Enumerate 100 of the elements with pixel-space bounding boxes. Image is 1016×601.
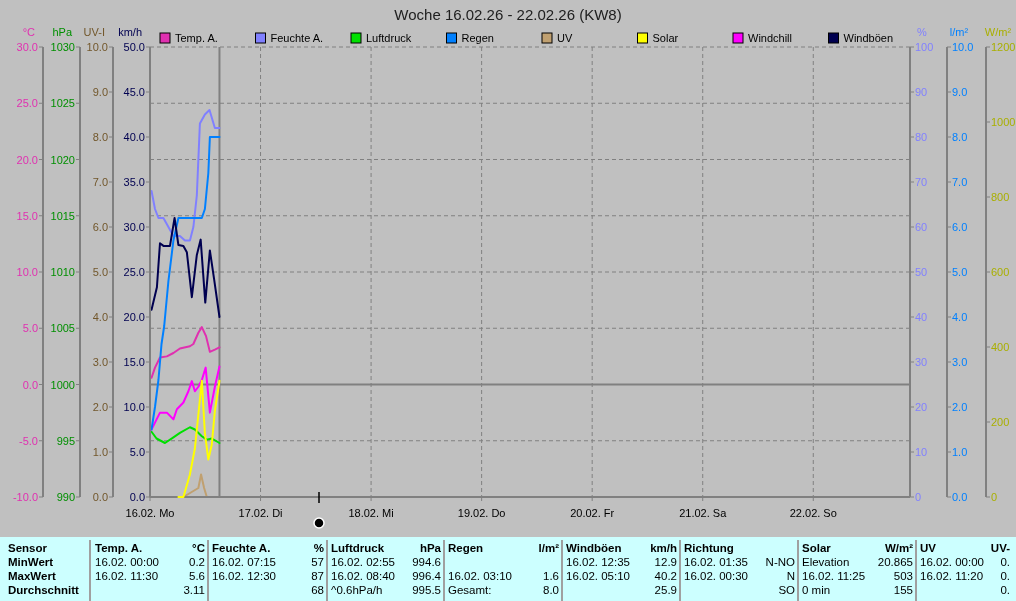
y2-tick-label: 60 bbox=[915, 221, 928, 233]
y2-tick-label: 80 bbox=[915, 131, 928, 143]
text: UV UV- 16.02. 00:00 0. 16.02. 11:20 0. 0. bbox=[920, 542, 1010, 596]
y-tick-label: 30.0 bbox=[16, 41, 38, 53]
y-tick-label: 45.0 bbox=[123, 86, 145, 98]
y3-tick-label: 4.0 bbox=[952, 311, 968, 323]
legend-label: Temp. A. bbox=[175, 32, 218, 44]
line-series bbox=[150, 217, 221, 318]
y3-axis-title: UV-I bbox=[83, 26, 105, 38]
y3-tick-label: 5.0 bbox=[92, 266, 108, 278]
y3-tick-label: 1.0 bbox=[952, 446, 968, 458]
y-tick-label: 200 bbox=[991, 416, 1010, 428]
y2-tick-label: 70 bbox=[915, 176, 928, 188]
y3-tick-label: 4.0 bbox=[92, 311, 108, 323]
y2-tick-label: 100 bbox=[915, 41, 934, 53]
y-tick-label: 15.0 bbox=[16, 209, 38, 222]
y3-tick-label: 6.0 bbox=[952, 221, 968, 233]
y3-tick-label: 7.0 bbox=[92, 176, 108, 188]
y2-tick-label: 990 bbox=[56, 491, 75, 503]
x-tick-label: 18.02. Mi bbox=[348, 507, 394, 519]
legend-label: Solar bbox=[652, 32, 679, 44]
y3-tick-label: 3.0 bbox=[952, 356, 968, 368]
text: Temp. A. °C 16.02. 00:00 0.2 16.02. 11:30 5.6 3.11 bbox=[95, 542, 205, 596]
y2-tick-label: 1000 bbox=[50, 378, 75, 391]
y3-axis-title: l/m² bbox=[949, 26, 969, 38]
y-axis-title: W/m² bbox=[984, 26, 1012, 38]
y2-tick-label: 20 bbox=[915, 401, 928, 413]
y3-tick-label: 2.0 bbox=[952, 401, 968, 413]
y3-tick-label: 3.0 bbox=[92, 356, 108, 368]
y2-tick-label: 90 bbox=[915, 86, 928, 98]
y2-tick-label: 1005 bbox=[50, 322, 75, 335]
legend-label: Regen bbox=[461, 32, 494, 44]
y3-tick-label: 1.0 bbox=[92, 446, 108, 458]
legend-label: Windböen bbox=[843, 32, 894, 44]
text: Richtung 16.02. 01:35 N-NO 16.02. 00:30 N SO bbox=[684, 542, 795, 596]
y3-tick-label: 7.0 bbox=[952, 176, 968, 188]
y3-tick-label: 9.0 bbox=[92, 86, 108, 98]
chart-title: Woche 16.02.26 - 22.02.26 (KW8) bbox=[394, 6, 622, 23]
y2-tick-label: 995 bbox=[56, 434, 75, 447]
y2-tick-label: 30 bbox=[915, 356, 928, 368]
y3-tick-label: 9.0 bbox=[952, 86, 968, 98]
x-tick-label: 17.02. Di bbox=[238, 507, 283, 519]
x-tick-label: 22.02. So bbox=[789, 507, 837, 519]
y3-tick-label: 8.0 bbox=[952, 131, 968, 143]
y-tick-label: 25.0 bbox=[16, 97, 38, 110]
y-tick-label: 40.0 bbox=[123, 131, 145, 143]
legend-label: UV bbox=[557, 32, 573, 44]
y-tick-label: 20.0 bbox=[16, 153, 38, 166]
y2-axis-title: % bbox=[917, 26, 928, 38]
x-tick-label: 19.02. Do bbox=[457, 507, 506, 519]
text: Solar W/m² Elevation 20.865 16.02. 11:25 503 0 min 155 bbox=[802, 542, 913, 596]
text: Regen l/m² 16.02. 03:10 1.6 Gesamt: 8.0 bbox=[448, 542, 559, 596]
y-tick-label: 0 bbox=[991, 491, 998, 503]
y2-tick-label: 40 bbox=[915, 311, 928, 323]
y-tick-label: 600 bbox=[991, 266, 1010, 278]
text: Windböen km/h 16.02. 12:35 12.9 16.02. 05:10 40.2 25.9 bbox=[566, 542, 677, 596]
y-tick-label: -5.0 bbox=[19, 434, 38, 447]
y-axis-title: °C bbox=[22, 26, 36, 38]
y-tick-label: 15.0 bbox=[123, 356, 145, 368]
y-tick-label: -10.0 bbox=[12, 491, 38, 503]
legend-label: Luftdruck bbox=[366, 32, 412, 44]
x-tick-label: 21.02. Sa bbox=[679, 507, 728, 519]
y-tick-label: 25.0 bbox=[123, 266, 145, 278]
y3-tick-label: 0.0 bbox=[952, 491, 968, 503]
y3-tick-label: 10.0 bbox=[952, 41, 974, 53]
y3-tick-label: 5.0 bbox=[952, 266, 968, 278]
y-tick-label: 0.0 bbox=[22, 378, 38, 391]
y2-axis-title: hPa bbox=[52, 26, 73, 38]
y3-tick-label: 6.0 bbox=[92, 221, 108, 233]
y2-tick-label: 1015 bbox=[50, 209, 75, 222]
y-tick-label: 10.0 bbox=[123, 401, 145, 413]
y3-tick-label: 0.0 bbox=[92, 491, 108, 503]
y2-tick-label: 1030 bbox=[50, 41, 75, 53]
y-tick-label: 35.0 bbox=[123, 176, 145, 188]
y-tick-label: 10.0 bbox=[16, 266, 38, 278]
legend-label: Feuchte A. bbox=[270, 32, 324, 44]
text: Sensor MinWert MaxWert Durchschnitt bbox=[8, 542, 80, 596]
y-tick-label: 400 bbox=[991, 341, 1010, 353]
x-tick-label: 16.02. Mo bbox=[125, 507, 175, 519]
y-axis-title: km/h bbox=[118, 26, 142, 38]
y2-tick-label: 50 bbox=[915, 266, 928, 278]
y-tick-label: 50.0 bbox=[123, 41, 145, 53]
y-tick-label: 800 bbox=[991, 191, 1010, 203]
y-tick-label: 0.0 bbox=[129, 491, 145, 503]
y2-tick-label: 1010 bbox=[50, 266, 75, 278]
y-tick-label: 5.0 bbox=[129, 446, 145, 458]
y3-tick-label: 10.0 bbox=[86, 41, 108, 53]
text: Feuchte A. % 16.02. 07:15 57 16.02. 12:30 87 68 bbox=[212, 542, 324, 596]
text: Luftdruck hPa 16.02. 02:55 994.6 16.02. 08:40 996.4 ^0.6hPa/h 995.5 bbox=[331, 542, 441, 596]
y-tick-label: 20.0 bbox=[123, 311, 145, 323]
y2-tick-label: 10 bbox=[915, 446, 928, 458]
y3-tick-label: 8.0 bbox=[92, 131, 108, 143]
y2-tick-label: 1020 bbox=[50, 153, 75, 166]
y-tick-label: 5.0 bbox=[22, 322, 38, 335]
y-tick-label: 1000 bbox=[991, 116, 1016, 128]
legend-label: Windchill bbox=[748, 32, 793, 44]
y3-tick-label: 2.0 bbox=[92, 401, 108, 413]
y2-tick-label: 1025 bbox=[50, 97, 75, 110]
x-tick-label: 20.02. Fr bbox=[570, 507, 615, 519]
y-tick-label: 30.0 bbox=[123, 221, 145, 233]
